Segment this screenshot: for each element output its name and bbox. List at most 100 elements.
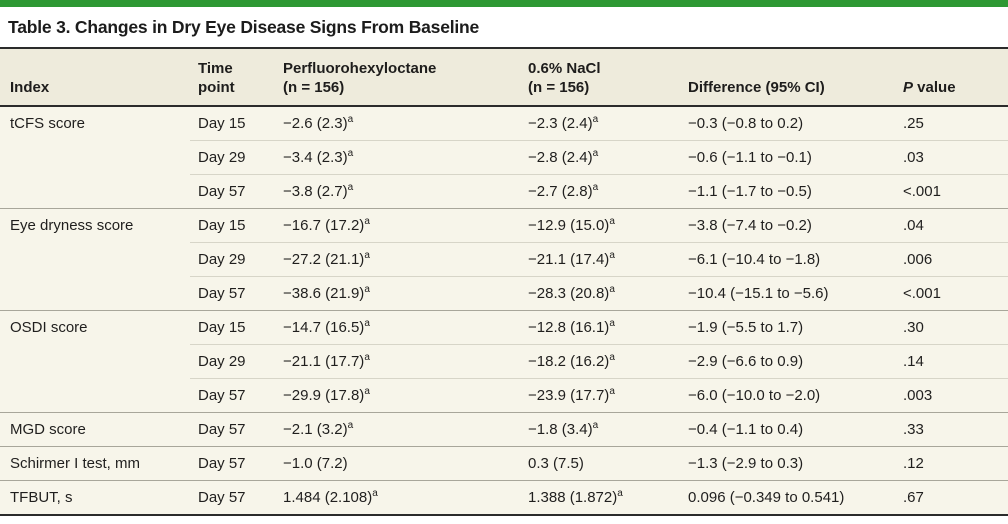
index-cell: MGD score (0, 412, 190, 447)
time-point-cell: Day 57 (190, 480, 275, 516)
p-value-cell: .33 (895, 412, 1008, 447)
table-row: tCFS score Day 15 −2.6 (2.3)a −2.3 (2.4)a −0… (0, 106, 1008, 209)
index-cell: Schirmer I test, mm (0, 446, 190, 481)
time-point-cell: Day 29 (190, 344, 275, 379)
footnote-marker: a (609, 352, 615, 363)
footnote-marker: a (609, 216, 615, 227)
time-point-cell: Day 57 (190, 446, 275, 481)
nacl-value-cell: −28.3 (20.8)a (520, 276, 680, 311)
p-value-cell: .25 (895, 106, 1008, 141)
p-value-cell: .67 (895, 480, 1008, 516)
table-row: OSDI score Day 15 −14.7 (16.5)a −12.8 (16.1… (0, 310, 1008, 413)
p-value-cell: .14 (895, 344, 1008, 379)
table-row: Day 57 −3.8 (2.7)a −2.7 (2.8)a −1.1 (−1.7 t… (0, 174, 1008, 209)
index-cell: TFBUT, s (0, 480, 190, 516)
table-row: MGD score Day 57 −2.1 (3.2)a −1.8 (3.4)a −0.… (0, 412, 1008, 447)
p-value-cell: <.001 (895, 174, 1008, 209)
pfh-value-cell: −3.4 (2.3)a (275, 140, 520, 175)
footnote-marker: a (364, 318, 370, 329)
nacl-value-cell: −2.8 (2.4)a (520, 140, 680, 175)
footnote-marker: a (364, 250, 370, 261)
table-row: Eye dryness score Day 15 −16.7 (17.2)a −12.… (0, 208, 1008, 311)
nacl-value-cell: −21.1 (17.4)a (520, 242, 680, 277)
table-row: Day 29 −27.2 (21.1)a −21.1 (17.4)a −6.1 (−1… (0, 242, 1008, 277)
footnote-marker: a (592, 182, 599, 193)
pfh-value-cell: −38.6 (21.9)a (275, 276, 520, 311)
pfh-value-cell: −2.1 (3.2)a (275, 412, 520, 447)
nacl-value-cell: −12.8 (16.1)a (520, 310, 680, 345)
table-body: tCFS score Day 15 −2.6 (2.3)a −2.3 (2.4)a −0… (0, 106, 1008, 516)
column-header-time: Time point (190, 49, 275, 107)
column-header-diff: Difference (95% CI) (680, 49, 895, 107)
footnote-marker: a (347, 148, 354, 159)
nacl-value-cell: −2.3 (2.4)a (520, 106, 680, 141)
time-point-cell: Day 15 (190, 208, 275, 243)
p-value-cell: .006 (895, 242, 1008, 277)
header-row: Index Time point Perfluorohexyloctane (n = … (0, 49, 1008, 107)
pfh-value-cell: −2.6 (2.3)a (275, 106, 520, 141)
pfh-value-cell: −14.7 (16.5)a (275, 310, 520, 345)
time-point-cell: Day 15 (190, 310, 275, 345)
table-row: Day 29 −21.1 (17.7)a −18.2 (16.2)a −2.9 (−6… (0, 344, 1008, 379)
p-value-cell: .12 (895, 446, 1008, 481)
p-value-cell: .30 (895, 310, 1008, 345)
footnote-marker: a (617, 488, 623, 499)
table-row: Schirmer I test, mm Day 57 −1.0 (7.2) 0.3 (… (0, 446, 1008, 481)
footnote-marker: a (609, 250, 615, 261)
footnote-marker: a (609, 318, 615, 329)
difference-cell: −10.4 (−15.1 to −5.6) (680, 276, 895, 311)
difference-cell: −3.8 (−7.4 to −0.2) (680, 208, 895, 243)
pfh-value-cell: −1.0 (7.2) (275, 446, 520, 481)
difference-cell: −1.9 (−5.5 to 1.7) (680, 310, 895, 345)
index-cell: OSDI score (0, 310, 190, 413)
footnote-marker: a (609, 386, 615, 397)
difference-cell: −0.4 (−1.1 to 0.4) (680, 412, 895, 447)
difference-cell: −6.1 (−10.4 to −1.8) (680, 242, 895, 277)
footnote-marker: a (372, 488, 378, 499)
difference-cell: −2.9 (−6.6 to 0.9) (680, 344, 895, 379)
pfh-value-cell: −29.9 (17.8)a (275, 378, 520, 413)
footnote-marker: a (364, 284, 370, 295)
table-row: Day 29 −3.4 (2.3)a −2.8 (2.4)a −0.6 (−1.1 t… (0, 140, 1008, 175)
time-point-cell: Day 29 (190, 242, 275, 277)
time-point-cell: Day 57 (190, 276, 275, 311)
time-point-cell: Day 29 (190, 140, 275, 175)
footnote-marker: a (347, 420, 354, 431)
table-row: Day 57 −38.6 (21.9)a −28.3 (20.8)a −10.4 (−… (0, 276, 1008, 311)
time-point-cell: Day 15 (190, 106, 275, 141)
footnote-marker: a (592, 114, 599, 125)
data-table: Index Time point Perfluorohexyloctane (n = … (0, 49, 1008, 516)
difference-cell: −1.3 (−2.9 to 0.3) (680, 446, 895, 481)
table-row: TFBUT, s Day 57 1.484 (2.108)a 1.388 (1.872… (0, 480, 1008, 516)
nacl-value-cell: −1.8 (3.4)a (520, 412, 680, 447)
column-header-nacl: 0.6% NaCl (n = 156) (520, 49, 680, 107)
table-header: Index Time point Perfluorohexyloctane (n = … (0, 49, 1008, 107)
footnote-marker: a (347, 114, 354, 125)
footnote-marker: a (592, 420, 599, 431)
footnote-marker: a (592, 148, 599, 159)
footnote-marker: a (364, 352, 370, 363)
column-header-pfh: Perfluorohexyloctane (n = 156) (275, 49, 520, 107)
difference-cell: −6.0 (−10.0 to −2.0) (680, 378, 895, 413)
index-cell: Eye dryness score (0, 208, 190, 311)
nacl-value-cell: −12.9 (15.0)a (520, 208, 680, 243)
column-header-p: P value (895, 49, 1008, 107)
footnote-marker: a (609, 284, 615, 295)
difference-cell: −0.6 (−1.1 to −0.1) (680, 140, 895, 175)
footnote-marker: a (347, 182, 354, 193)
time-point-cell: Day 57 (190, 412, 275, 447)
pfh-value-cell: −21.1 (17.7)a (275, 344, 520, 379)
nacl-value-cell: −18.2 (16.2)a (520, 344, 680, 379)
footnote-marker: a (364, 386, 370, 397)
pfh-value-cell: −27.2 (21.1)a (275, 242, 520, 277)
pfh-value-cell: 1.484 (2.108)a (275, 480, 520, 516)
time-point-cell: Day 57 (190, 378, 275, 413)
column-header-index: Index (0, 49, 190, 107)
p-value-cell: .003 (895, 378, 1008, 413)
nacl-value-cell: 1.388 (1.872)a (520, 480, 680, 516)
difference-cell: −1.1 (−1.7 to −0.5) (680, 174, 895, 209)
nacl-value-cell: −2.7 (2.8)a (520, 174, 680, 209)
table-row: Day 57 −29.9 (17.8)a −23.9 (17.7)a −6.0 (−1… (0, 378, 1008, 413)
p-value-cell: .04 (895, 208, 1008, 243)
table-title: Table 3. Changes in Dry Eye Disease Sign… (0, 7, 1008, 49)
